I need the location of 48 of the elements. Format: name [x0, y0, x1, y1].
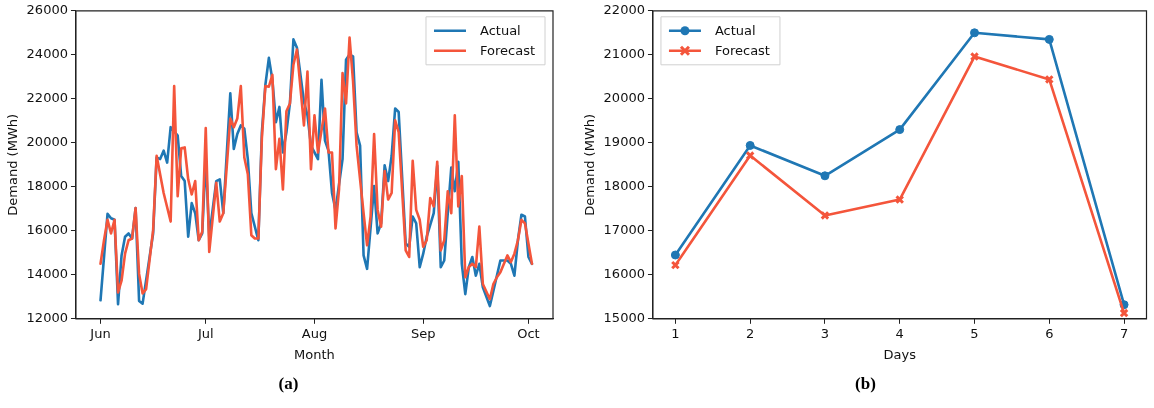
x-axis-title: Month [294, 346, 335, 362]
point [745, 150, 755, 161]
y-tick-label: 17000 [603, 222, 645, 238]
legend-label: Forecast [479, 43, 536, 59]
y-tick-label: 18000 [603, 178, 645, 194]
y-axis-title: Demand (MWh) [582, 113, 598, 216]
point [1044, 74, 1054, 85]
x-tick-label: Oct [517, 325, 540, 341]
x-tick-label: Aug [301, 325, 328, 341]
point [820, 210, 830, 221]
y-tick-label: 22000 [603, 2, 645, 18]
text: (a) [277, 374, 300, 394]
y-tick-label: 24000 [26, 46, 68, 62]
x-tick-label: Jul [196, 325, 214, 341]
y-tick-label: 26000 [26, 2, 68, 18]
point [820, 171, 830, 181]
x-tick-label: Sep [410, 325, 436, 341]
y-axis-title: Demand (MWh) [5, 113, 21, 216]
y-tick-label: 16000 [603, 266, 645, 282]
point [745, 140, 755, 150]
y-tick-label: 14000 [26, 266, 68, 282]
point [670, 250, 680, 260]
y-tick-label: 19000 [603, 134, 645, 150]
x-tick-label: 3 [820, 325, 830, 341]
point [970, 28, 980, 38]
y-tick-label: 12000 [26, 310, 68, 326]
text: (b) [854, 374, 877, 394]
point [895, 125, 905, 135]
y-tick-label: 20000 [26, 134, 68, 150]
x-tick-label: 5 [970, 325, 979, 341]
legend-label: Actual [714, 23, 756, 39]
point [969, 51, 980, 62]
x-tick-label: 7 [1119, 325, 1129, 341]
legend-label: Actual [479, 23, 521, 39]
x-tick-label: 1 [671, 325, 680, 341]
y-tick-label: 20000 [603, 90, 645, 106]
y-tick-label: 22000 [26, 90, 68, 106]
x-tick-label: Jun [89, 325, 111, 341]
x-axis-title: Days [883, 346, 917, 362]
x-tick-label: 6 [1045, 325, 1054, 341]
y-tick-label: 16000 [26, 222, 68, 238]
x-tick-label: 2 [746, 325, 755, 341]
point [1044, 34, 1054, 44]
x-tick-label: 4 [895, 325, 904, 341]
y-tick-label: 15000 [603, 310, 645, 326]
legend-label: Forecast [714, 43, 770, 59]
y-tick-label: 18000 [26, 178, 68, 194]
y-tick-label: 21000 [603, 46, 645, 62]
